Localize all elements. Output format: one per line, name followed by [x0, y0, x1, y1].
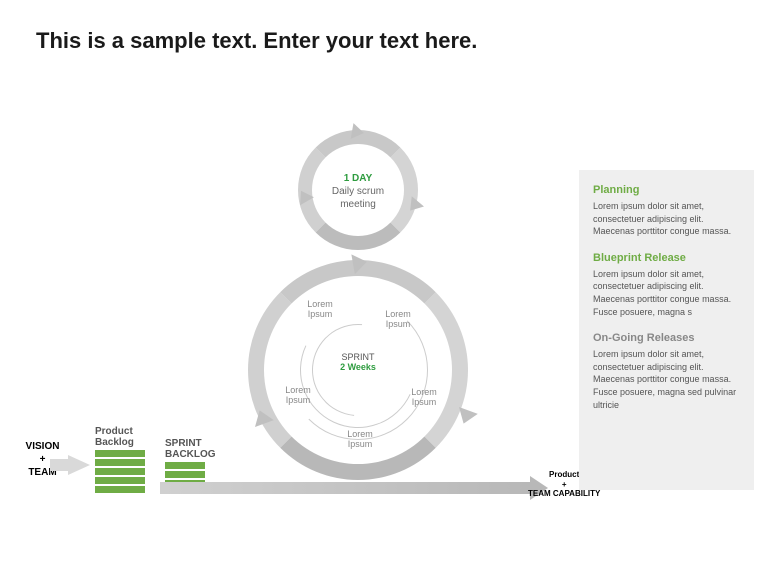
backlog-bar: [95, 468, 145, 475]
process-arrow-icon: [160, 482, 530, 494]
backlog-bar: [95, 486, 145, 493]
backlog-bar: [95, 477, 145, 484]
sprint-node: Lorem Ipsum: [378, 310, 418, 330]
sidebar-panel: Planning Lorem ipsum dolor sit amet, con…: [579, 170, 754, 490]
sidebar-heading-planning: Planning: [593, 184, 740, 196]
backlog-bar: [165, 471, 205, 478]
ring-arrow-icon: [351, 252, 368, 274]
sidebar-body: Lorem ipsum dolor sit amet, consectetuer…: [593, 348, 740, 411]
backlog-bar: [95, 459, 145, 466]
sprint-node: Lorem Ipsum: [404, 388, 444, 408]
ring-arrow-icon: [454, 407, 478, 427]
product-backlog-stack: [95, 450, 145, 493]
sprint-backlog-label: SPRINT BACKLOG: [165, 438, 220, 460]
input-arrow-icon: [68, 455, 90, 475]
daily-scrum-label: 1 DAY Daily scrum meeting: [318, 172, 398, 211]
backlog-bar: [165, 462, 205, 469]
product-backlog-label: Product Backlog: [95, 426, 150, 448]
sidebar-heading-ongoing: On-Going Releases: [593, 332, 740, 344]
sprint-node: Lorem Ipsum: [278, 386, 318, 406]
backlog-bar: [95, 450, 145, 457]
sprint-node: Lorem Ipsum: [340, 430, 380, 450]
sidebar-body: Lorem ipsum dolor sit amet, consectetuer…: [593, 200, 740, 238]
daily-scrum-title: 1 DAY: [344, 173, 373, 184]
sprint-node: Lorem Ipsum: [300, 300, 340, 320]
sidebar-heading-blueprint: Blueprint Release: [593, 252, 740, 264]
daily-scrum-subtitle: Daily scrum meeting: [332, 186, 384, 210]
page-title: This is a sample text. Enter your text h…: [36, 28, 477, 54]
sidebar-body: Lorem ipsum dolor sit amet, consectetuer…: [593, 268, 740, 318]
